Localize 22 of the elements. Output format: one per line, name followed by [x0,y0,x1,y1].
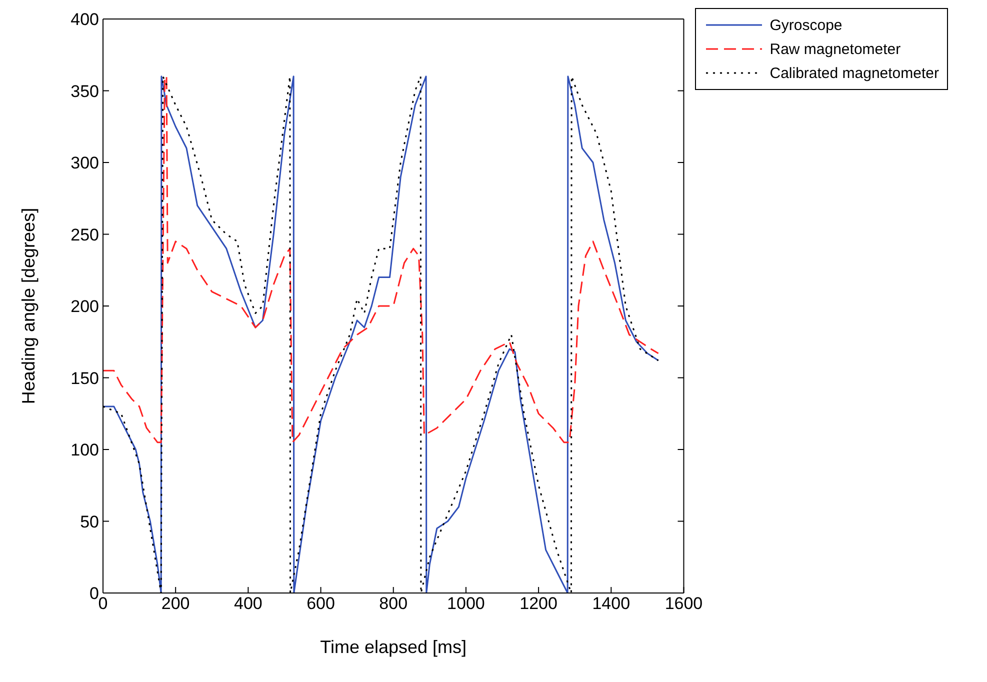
y-tick-label: 50 [80,512,99,532]
x-tick-label: 1600 [664,594,703,614]
x-tick-label: 1000 [447,594,485,614]
y-tick-label: 150 [70,368,99,388]
y-tick-label: 350 [70,82,99,101]
y-tick-label: 200 [70,297,99,316]
legend-label: Calibrated magnetometer [770,64,939,82]
x-tick-label: 600 [306,594,335,614]
x-axis-title: Time elapsed [ms] [320,637,467,657]
legend-label: Raw magnetometer [770,40,901,58]
x-tick-label: 200 [161,594,190,614]
x-tick-label: 800 [379,594,408,614]
y-axis-title: Heading angle [degrees] [18,208,38,404]
x-tick-label: 400 [234,594,262,614]
x-tick-label: 1200 [520,594,558,614]
y-tick-label: 100 [70,440,99,460]
legend-label: Gyroscope [770,16,842,34]
x-tick-label: 1400 [592,594,630,614]
y-tick-label: 400 [70,10,99,30]
y-tick-label: 250 [70,225,99,244]
line-series [103,76,660,444]
y-tick-label: 300 [70,154,99,173]
